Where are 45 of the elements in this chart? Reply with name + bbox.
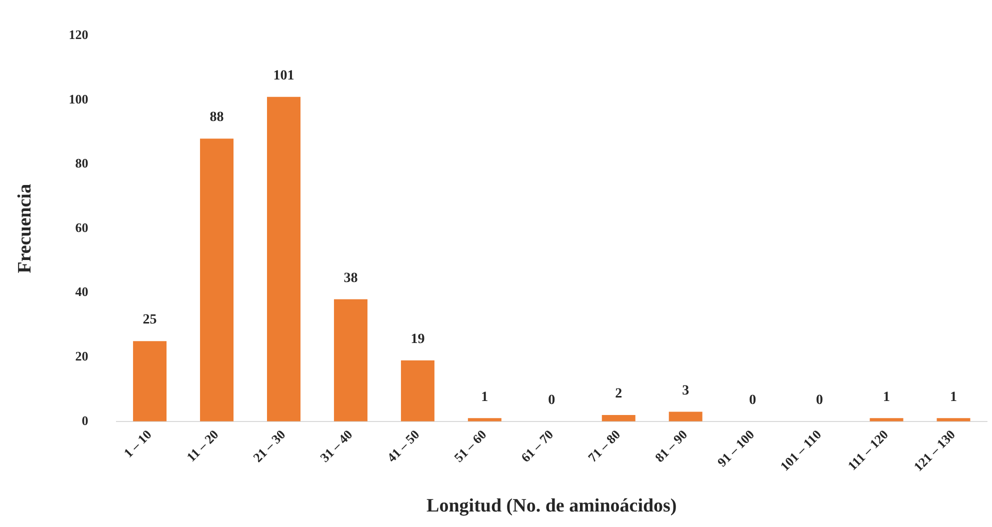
bar	[602, 414, 636, 422]
data-label: 2	[615, 386, 622, 402]
x-tick-label: 51 – 60	[450, 426, 490, 465]
data-label: 1	[950, 390, 958, 405]
data-label: 3	[682, 383, 690, 398]
y-tick-label: 20	[75, 348, 88, 364]
x-tick-label: 81 – 90	[652, 426, 690, 465]
bar	[936, 418, 970, 422]
y-tick-label: 80	[75, 156, 88, 171]
y-axis-title: Frecuencia	[14, 183, 36, 274]
data-label: 1	[883, 390, 890, 405]
x-tick-label: 41 – 50	[384, 426, 422, 465]
y-tick-label: 100	[68, 91, 88, 106]
data-label: 0	[548, 393, 556, 408]
x-tick-label: 31 – 40	[317, 426, 356, 465]
data-label: 1	[481, 390, 488, 405]
data-label: 88	[210, 110, 224, 126]
x-tick-label: 101 – 110	[777, 426, 824, 474]
x-tick-label: 11 – 20	[184, 426, 222, 464]
bar	[668, 412, 702, 422]
x-tick-label: 61 – 70	[518, 426, 556, 465]
x-tick-label: 71 – 80	[584, 426, 624, 465]
x-tick-label: 111 – 120	[844, 426, 892, 474]
bar	[468, 418, 502, 422]
y-tick-label: 60	[75, 220, 88, 235]
x-axis-title: Longitud (No. de aminoácidos)	[426, 496, 677, 517]
data-label: 25	[142, 312, 157, 328]
x-tick-label: 91 – 100	[714, 426, 758, 470]
x-tick-label: 1 – 10	[120, 426, 154, 460]
data-label: 38	[344, 270, 358, 286]
y-tick-label: 0	[82, 412, 88, 428]
x-tick-label: 21 – 30	[250, 426, 288, 465]
bar	[267, 96, 300, 422]
bar	[200, 138, 234, 422]
bar	[400, 360, 434, 422]
data-label: 0	[816, 393, 824, 408]
y-tick-label: 40	[75, 284, 88, 300]
bar	[334, 299, 368, 422]
data-label: 19	[410, 332, 425, 347]
data-label: 101	[273, 68, 294, 84]
x-tick-label: 121 – 130	[910, 426, 958, 474]
bar	[133, 341, 167, 422]
data-label: 0	[749, 393, 756, 408]
bar	[870, 418, 904, 422]
y-tick-label: 120	[68, 27, 88, 42]
